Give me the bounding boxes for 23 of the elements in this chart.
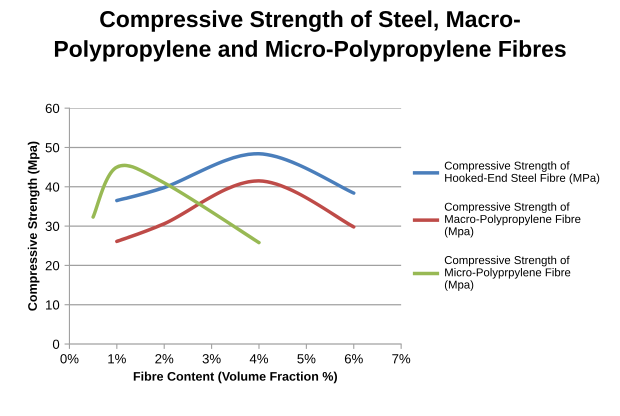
y-tick-label: 50 <box>46 143 60 152</box>
x-tick-label: 5% <box>297 354 316 364</box>
line-series <box>115 179 356 244</box>
x-tick-label: 1% <box>108 354 126 364</box>
x-tick-label: 6% <box>344 354 363 364</box>
y-tick-label: 30 <box>46 222 60 232</box>
x-tick-label: 4% <box>250 354 268 364</box>
y-axis-title: Compressive Strength (Mpa) <box>28 142 40 311</box>
chart-title: Compressive Strength of Steel, Macro- Polypropylene and Micro-Polypropylene Fibres <box>54 10 566 62</box>
x-tick-label: 2% <box>155 354 174 364</box>
y-tick-label: 10 <box>46 300 60 310</box>
legend-label: Compressive Strength of Micro-Polyprpylene Fibre (Mpa) <box>444 256 570 291</box>
x-tick-label: 3% <box>202 354 221 364</box>
legend-label: Compressive Strength of Hooked-End Steel Fibre (MPa) <box>444 161 600 184</box>
y-tick-label: 60 <box>46 104 60 114</box>
x-tick-label: 0% <box>60 354 79 364</box>
x-axis-title: Fibre Content (Volume Fraction %) <box>134 372 337 384</box>
y-tick-label: 20 <box>46 260 60 270</box>
y-tick-label: 0 <box>52 340 60 349</box>
x-tick-label: 7% <box>392 354 410 364</box>
legend-label: Compressive Strength of Macro-Polypropylene Fibre (Mpa) <box>444 202 580 238</box>
y-tick-label: 40 <box>45 182 60 192</box>
line-series <box>115 152 356 202</box>
